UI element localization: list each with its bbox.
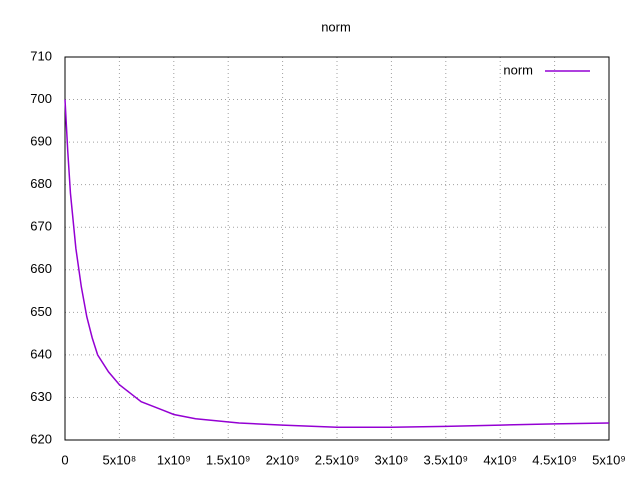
legend-label: norm bbox=[503, 62, 533, 77]
plot-border bbox=[64, 56, 610, 441]
x-tick-label: 2.5x10⁹ bbox=[315, 452, 360, 467]
x-tick-label: 4x10⁹ bbox=[483, 452, 517, 467]
y-tick-label: 620 bbox=[30, 431, 52, 446]
x-tick-label: 1.5x10⁹ bbox=[206, 452, 251, 467]
x-tick-label: 4.5x10⁹ bbox=[532, 452, 577, 467]
x-tick-label: 2x10⁹ bbox=[266, 452, 300, 467]
y-tick-label: 660 bbox=[30, 261, 52, 276]
x-tick-label: 3x10⁹ bbox=[375, 452, 409, 467]
line bbox=[64, 99, 610, 428]
y-tick-label: 690 bbox=[30, 134, 52, 149]
x-tick-label: 5x10⁹ bbox=[592, 452, 626, 467]
y-tick-label: 710 bbox=[30, 48, 52, 63]
x-tick-label: 1x10⁹ bbox=[157, 452, 191, 467]
x-tick-label: 0 bbox=[61, 452, 68, 467]
y-tick-label: 680 bbox=[30, 176, 52, 191]
x-tick-label: 3.5x10⁹ bbox=[423, 452, 468, 467]
y-tick-label: 640 bbox=[30, 346, 52, 361]
y-tick-label: 630 bbox=[30, 389, 52, 404]
y-tick-label: 670 bbox=[30, 219, 52, 234]
x-tick-label: 5x10⁸ bbox=[103, 452, 137, 467]
y-tick-label: 650 bbox=[30, 304, 52, 319]
y-tick-label: 700 bbox=[30, 91, 52, 106]
chart-title: norm bbox=[321, 19, 351, 34]
